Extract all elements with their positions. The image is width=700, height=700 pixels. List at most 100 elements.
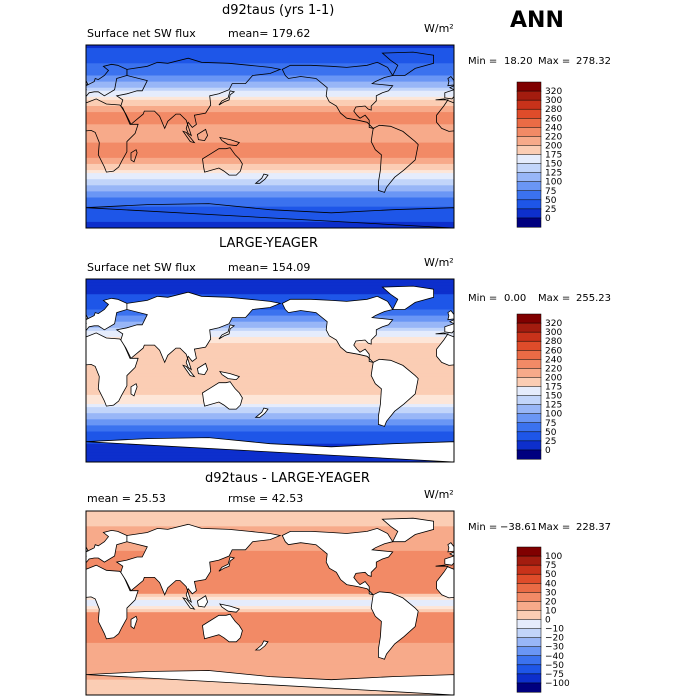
- map-band: [86, 529, 454, 534]
- map-band: [86, 102, 454, 107]
- colorbar-swatch: [516, 181, 542, 192]
- map-band: [86, 340, 454, 344]
- map-band: [86, 115, 454, 119]
- coastline: [650, 296, 700, 362]
- coastline: [0, 528, 25, 594]
- colorbar-tick-label: 0: [545, 214, 551, 224]
- map-band: [86, 182, 454, 186]
- map-band: [86, 361, 454, 365]
- coastline: [447, 75, 454, 87]
- coastline: [218, 90, 236, 106]
- map-band: [86, 130, 454, 135]
- coastline: [254, 407, 269, 418]
- map-band: [86, 315, 454, 320]
- coastline: [130, 149, 138, 163]
- coastline: [86, 332, 139, 407]
- colorbar-tick-label: 320: [545, 319, 562, 329]
- map-band: [86, 633, 454, 638]
- colorbar-swatch: [516, 422, 542, 433]
- colorbar-swatch: [516, 127, 542, 137]
- colorbar-tick-label: 25: [545, 437, 556, 447]
- colorbar-tick-label: 240: [545, 123, 562, 133]
- panel-2-variable-label: Surface net SW flux: [87, 261, 196, 274]
- map-band: [86, 541, 454, 546]
- map-band: [86, 142, 454, 147]
- map-band: [86, 630, 454, 635]
- colorbar-swatch: [516, 395, 542, 406]
- map-band: [86, 148, 454, 153]
- coastline: [86, 670, 454, 695]
- colorbar-swatch: [516, 199, 542, 210]
- map-band: [86, 224, 454, 228]
- colorbar-swatch: [516, 331, 542, 342]
- map-band: [86, 209, 454, 214]
- map-frame: [85, 44, 455, 229]
- map-band: [86, 587, 454, 592]
- map-band: [86, 309, 454, 314]
- coastline: [14, 286, 65, 309]
- panel-3-min-value: −38.61: [500, 522, 538, 533]
- map-band: [86, 212, 454, 217]
- map-band: [86, 397, 454, 402]
- map-band: [86, 544, 454, 549]
- coastline: [453, 441, 454, 443]
- map-band: [86, 121, 454, 125]
- map-band: [86, 636, 454, 641]
- map-band: [86, 51, 454, 55]
- coastline: [381, 517, 434, 543]
- coastline: [115, 523, 282, 603]
- colorbar-swatch: [516, 136, 542, 146]
- coastline: [182, 597, 196, 610]
- map-band: [86, 160, 454, 165]
- coastline: [370, 591, 419, 660]
- colorbar-swatch: [516, 368, 542, 378]
- map-band: [86, 346, 454, 350]
- map-band: [86, 590, 454, 595]
- colorbar-swatch: [516, 377, 542, 388]
- map-band: [86, 455, 454, 460]
- map-band: [86, 599, 454, 604]
- map-band: [86, 370, 454, 375]
- map-band: [86, 661, 454, 665]
- map-band: [86, 615, 454, 619]
- coastline: [485, 292, 649, 369]
- map-band: [86, 385, 454, 390]
- panel-2-unit: W/m²: [424, 256, 454, 269]
- colorbar-swatch: [516, 440, 542, 451]
- coastline: [202, 613, 243, 643]
- colorbar-swatch: [516, 546, 542, 557]
- panel-1-max-label: Max =: [538, 56, 571, 67]
- map-band: [86, 667, 454, 672]
- coastline: [218, 556, 236, 572]
- coastline: [218, 324, 236, 340]
- map-band: [86, 170, 454, 174]
- map-band: [86, 69, 454, 74]
- map-band: [86, 603, 454, 607]
- colorbar-tick-label: 200: [545, 373, 562, 383]
- map-band: [86, 163, 454, 168]
- colorbar-tick-label: 150: [545, 392, 562, 402]
- map-band: [86, 422, 454, 426]
- map-band: [86, 547, 454, 552]
- map-band: [86, 566, 454, 570]
- map-band: [86, 291, 454, 295]
- coastline: [86, 98, 139, 173]
- coastline: [453, 674, 454, 676]
- coastline: [565, 363, 575, 374]
- map-band: [86, 197, 454, 202]
- map-band: [86, 203, 454, 208]
- colorbar-tick-label: 125: [545, 169, 562, 179]
- map-band: [86, 379, 454, 384]
- coastline: [254, 640, 269, 651]
- map-band: [86, 167, 454, 171]
- map-band: [86, 452, 454, 457]
- coastline: [571, 382, 611, 409]
- panel-1-mean-label: mean= 179.62: [228, 27, 311, 40]
- map-band: [86, 652, 454, 656]
- coastline: [453, 207, 454, 209]
- colorbar-tick-label: 280: [545, 337, 562, 347]
- coastline: [86, 437, 454, 462]
- map-band: [86, 404, 454, 408]
- map-band: [86, 416, 454, 420]
